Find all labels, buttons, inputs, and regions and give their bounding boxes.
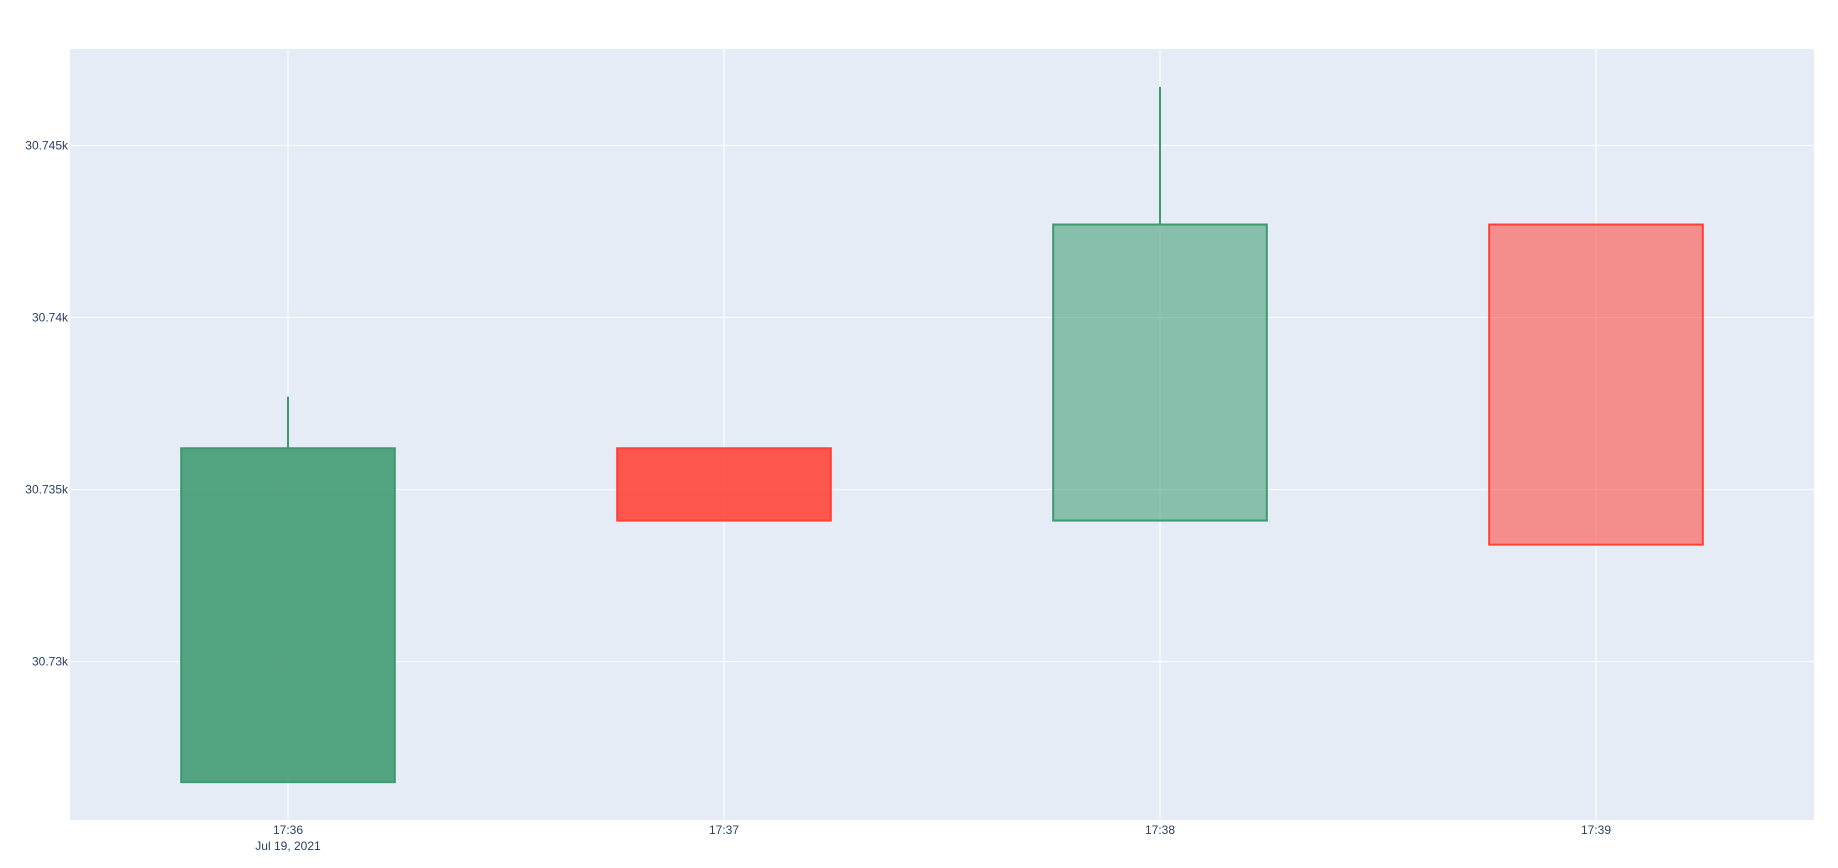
x-tick-label: 17:37 [709,823,739,837]
y-tick-label: 30.73k [32,655,69,669]
x-tick-label: 17:36 [273,823,303,837]
y-axis: 30.73k 30.735k 30.74k 30.745k [25,138,69,668]
candle-body [1488,223,1704,546]
candle [616,447,832,522]
y-tick-label: 30.74k [32,310,69,324]
candle [1052,86,1268,522]
candle [180,396,396,784]
candle-body [1052,223,1268,522]
x-tick-label: 17:39 [1581,823,1611,837]
candle [1488,223,1704,546]
y-tick-label: 30.735k [25,483,69,497]
candle-body [616,447,832,522]
x-axis: Jul 19, 2021 17:36 17:37 17:38 17:39 [255,823,1611,853]
x-axis-date-label: Jul 19, 2021 [255,839,321,853]
candle-body [180,447,396,784]
x-tick-label: 17:38 [1145,823,1175,837]
candles [180,86,1704,784]
y-tick-label: 30.745k [25,138,69,152]
